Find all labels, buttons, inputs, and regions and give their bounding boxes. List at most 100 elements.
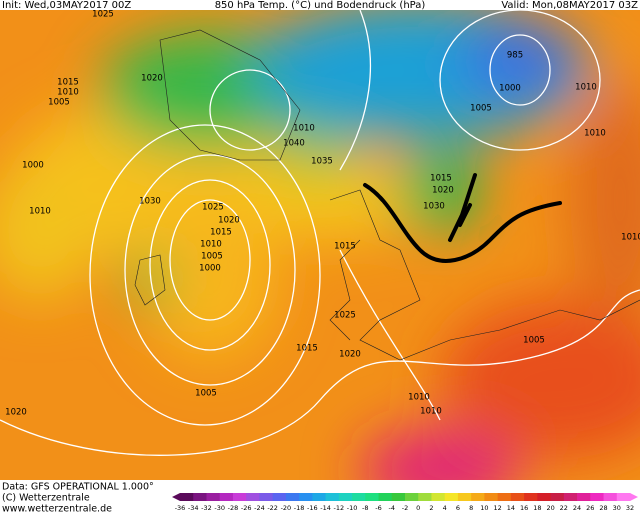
copyright: (C) Wetterzentrale — [2, 493, 90, 504]
isobar-label: 1010 — [621, 233, 640, 243]
colorbar-label: -20 — [281, 504, 292, 512]
isobar-label: 1020 — [432, 186, 454, 196]
isobar-label: 1020 — [339, 350, 361, 360]
url: www.wetterzentrale.de — [2, 504, 112, 514]
colorbar-cell — [471, 493, 485, 501]
coastlines — [134, 29, 640, 361]
colorbar-label: -22 — [267, 504, 278, 512]
isobar-label: 1020 — [141, 74, 163, 84]
colorbar-cell — [206, 493, 221, 501]
colorbar-cell — [405, 493, 419, 501]
colorbar-label: -36 — [175, 504, 186, 512]
colorbar-label: 12 — [494, 504, 502, 512]
colorbar-cell — [338, 493, 353, 501]
colorbar-label: -30 — [214, 504, 225, 512]
isobar-label: 1015 — [210, 228, 232, 238]
colorbar-label: -16 — [307, 504, 318, 512]
init-time: Init: Wed,03MAY2017 00Z — [2, 0, 131, 11]
colorbar-cell — [378, 493, 393, 501]
isobar-label: 1030 — [139, 197, 161, 207]
isobar-label: 1005 — [201, 252, 223, 262]
colorbar-label: 22 — [560, 504, 568, 512]
isobar-label: 1005 — [523, 336, 545, 346]
colorbar-label: -32 — [201, 504, 212, 512]
isobar-label: 1015 — [430, 174, 452, 184]
isobar-label: 1015 — [296, 344, 318, 354]
isobar-label: 1010 — [200, 240, 222, 250]
isobar-label: 1015 — [57, 78, 79, 88]
colorbar-cell — [418, 493, 432, 501]
colorbar-label: 14 — [507, 504, 515, 512]
colorbar-cell — [259, 493, 274, 501]
isobar-label: 1010 — [408, 393, 430, 403]
arrow-annotation — [448, 173, 477, 242]
colorbar-arrow-left — [172, 493, 180, 501]
colorbar-cell — [312, 493, 327, 501]
colorbar-cell — [193, 493, 207, 501]
isobar-label: 1040 — [283, 139, 305, 149]
isobar-label: 1035 — [311, 157, 333, 167]
colorbar-cell — [272, 493, 287, 501]
isobar-label: 1005 — [48, 98, 70, 108]
colorbar-label: 18 — [533, 504, 541, 512]
isobar-labels: 1025101510101005102010001010103010251020… — [5, 10, 640, 418]
colorbar-cell — [299, 493, 313, 501]
colorbar-label: 6 — [456, 504, 460, 512]
valid-time: Valid: Mon,08MAY2017 03Z — [501, 0, 638, 11]
isobar-label: 1005 — [470, 104, 492, 114]
colorbar-cell — [603, 493, 618, 501]
colorbar-label: 8 — [469, 504, 473, 512]
colorbar-label: -12 — [334, 504, 345, 512]
colorbar-label: -26 — [241, 504, 252, 512]
colorbar-cell — [352, 493, 366, 501]
colorbar-label: 26 — [586, 504, 594, 512]
colorbar: -36 -34 -32 -30 -28 -26 -24 -22 -20 -18 -16 -14 -12-… — [172, 493, 638, 512]
colorbar-label: 32 — [626, 504, 634, 512]
colorbar-cell — [219, 493, 234, 501]
colorbar-cell — [510, 493, 525, 501]
colorbar-cell — [232, 493, 247, 501]
colorbar-label: -24 — [254, 504, 265, 512]
isobar-label: 1025 — [334, 311, 356, 321]
isobar-label: 985 — [507, 51, 523, 61]
colorbar-label: 0 — [416, 504, 420, 512]
colorbar-label: 16 — [520, 504, 528, 512]
colorbar-label: 10 — [480, 504, 488, 512]
title: 850 hPa Temp. (°C) und Bodendruck (hPa) — [215, 0, 426, 11]
front-annotation — [363, 183, 562, 263]
colorbar-label: 2 — [429, 504, 433, 512]
colorbar-cell — [457, 493, 472, 501]
colorbar-cell — [590, 493, 605, 501]
colorbar-label: 30 — [613, 504, 621, 512]
colorbar-cell — [246, 493, 260, 501]
isobar-label: 1010 — [29, 207, 51, 217]
isobar-label: 1015 — [334, 242, 356, 252]
isobar-label: 1025 — [92, 10, 114, 20]
colorbar-cell — [484, 493, 499, 501]
header-band — [0, 0, 640, 10]
colorbar-label: -4 — [389, 504, 395, 512]
colorbar-label: 24 — [573, 504, 581, 512]
colorbar-label: -8 — [362, 504, 368, 512]
colorbar-cell — [325, 493, 340, 501]
isobar-label: 1020 — [218, 216, 240, 226]
colorbar-label: -34 — [188, 504, 199, 512]
colorbar-label: 28 — [599, 504, 607, 512]
colorbar-cell — [497, 493, 512, 501]
isobar-label: 1010 — [57, 88, 79, 98]
isobars — [0, 10, 640, 456]
isobar-label: 1000 — [499, 84, 521, 94]
isobar-label: 1020 — [5, 408, 27, 418]
data-source: Data: GFS OPERATIONAL 1.000° — [2, 482, 154, 493]
isobar-label: 1010 — [293, 124, 315, 134]
colorbar-cell — [563, 493, 578, 501]
colorbar-cell — [550, 493, 565, 501]
colorbar-cell — [365, 493, 380, 501]
colorbar-label: -2 — [402, 504, 408, 512]
colorbar-cell — [431, 493, 446, 501]
colorbar-cell — [577, 493, 591, 501]
colorbar-cell — [537, 493, 552, 501]
colorbar-label: -6 — [375, 504, 381, 512]
